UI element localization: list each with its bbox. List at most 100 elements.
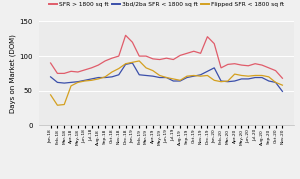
Line: Flipped SFR < 1800 sq ft: Flipped SFR < 1800 sq ft [51,61,282,105]
SFR > 1800 sq ft [233,63,236,65]
SFR > 1800 sq ft [165,57,168,59]
Flipped SFR < 1800 sq ft [206,74,209,77]
3bd/2ba SFR < 1800 sq ft [124,63,128,66]
3bd/2ba SFR < 1800 sq ft [69,81,73,83]
Flipped SFR < 1800 sq ft [172,78,175,80]
SFR > 1800 sq ft [267,67,271,69]
3bd/2ba SFR < 1800 sq ft [137,74,141,76]
3bd/2ba SFR < 1800 sq ft [267,80,271,82]
Flipped SFR < 1800 sq ft [226,80,230,82]
Flipped SFR < 1800 sq ft [253,74,257,77]
3bd/2ba SFR < 1800 sq ft [247,78,250,80]
SFR > 1800 sq ft [56,72,59,74]
Flipped SFR < 1800 sq ft [137,60,141,62]
SFR > 1800 sq ft [83,69,86,71]
3bd/2ba SFR < 1800 sq ft [62,82,66,84]
SFR > 1800 sq ft [172,59,175,61]
SFR > 1800 sq ft [69,70,73,72]
SFR > 1800 sq ft [192,50,196,52]
3bd/2ba SFR < 1800 sq ft [178,80,182,82]
3bd/2ba SFR < 1800 sq ft [240,78,243,80]
SFR > 1800 sq ft [212,43,216,45]
Flipped SFR < 1800 sq ft [151,70,155,72]
SFR > 1800 sq ft [76,71,80,73]
Flipped SFR < 1800 sq ft [144,67,148,69]
Flipped SFR < 1800 sq ft [97,78,100,80]
SFR > 1800 sq ft [117,55,121,57]
3bd/2ba SFR < 1800 sq ft [97,76,100,79]
3bd/2ba SFR < 1800 sq ft [90,78,93,80]
Flipped SFR < 1800 sq ft [199,75,202,77]
3bd/2ba SFR < 1800 sq ft [158,76,161,79]
3bd/2ba SFR < 1800 sq ft [274,81,278,83]
SFR > 1800 sq ft [62,72,66,74]
3bd/2ba SFR < 1800 sq ft [49,76,52,78]
Line: 3bd/2ba SFR < 1800 sq ft: 3bd/2ba SFR < 1800 sq ft [51,63,282,91]
Flipped SFR < 1800 sq ft [76,81,80,83]
Line: SFR > 1800 sq ft: SFR > 1800 sq ft [51,35,282,78]
SFR > 1800 sq ft [124,34,128,36]
Flipped SFR < 1800 sq ft [56,104,59,106]
3bd/2ba SFR < 1800 sq ft [233,80,236,82]
Flipped SFR < 1800 sq ft [267,76,271,78]
SFR > 1800 sq ft [219,67,223,69]
3bd/2ba SFR < 1800 sq ft [199,74,202,76]
3bd/2ba SFR < 1800 sq ft [253,76,257,79]
3bd/2ba SFR < 1800 sq ft [76,81,80,83]
SFR > 1800 sq ft [137,55,141,57]
Flipped SFR < 1800 sq ft [90,79,93,81]
Flipped SFR < 1800 sq ft [69,85,73,87]
Flipped SFR < 1800 sq ft [185,75,189,77]
3bd/2ba SFR < 1800 sq ft [144,74,148,77]
SFR > 1800 sq ft [103,60,107,62]
3bd/2ba SFR < 1800 sq ft [280,90,284,93]
Flipped SFR < 1800 sq ft [117,67,121,70]
3bd/2ba SFR < 1800 sq ft [103,76,107,79]
Flipped SFR < 1800 sq ft [247,75,250,77]
3bd/2ba SFR < 1800 sq ft [206,70,209,72]
Flipped SFR < 1800 sq ft [233,73,236,75]
Y-axis label: Days on Market (DOM): Days on Market (DOM) [10,34,16,113]
SFR > 1800 sq ft [253,63,257,65]
Flipped SFR < 1800 sq ft [83,80,86,82]
Flipped SFR < 1800 sq ft [192,74,196,77]
3bd/2ba SFR < 1800 sq ft [172,80,175,82]
Flipped SFR < 1800 sq ft [165,76,168,79]
SFR > 1800 sq ft [260,64,264,66]
SFR > 1800 sq ft [226,63,230,66]
Flipped SFR < 1800 sq ft [280,84,284,86]
SFR > 1800 sq ft [185,52,189,54]
Flipped SFR < 1800 sq ft [110,71,114,73]
Flipped SFR < 1800 sq ft [219,81,223,83]
3bd/2ba SFR < 1800 sq ft [130,62,134,64]
3bd/2ba SFR < 1800 sq ft [226,81,230,83]
3bd/2ba SFR < 1800 sq ft [212,67,216,69]
SFR > 1800 sq ft [130,41,134,43]
SFR > 1800 sq ft [151,58,155,60]
SFR > 1800 sq ft [178,54,182,56]
3bd/2ba SFR < 1800 sq ft [110,76,114,78]
3bd/2ba SFR < 1800 sq ft [192,75,196,77]
SFR > 1800 sq ft [247,65,250,67]
3bd/2ba SFR < 1800 sq ft [185,76,189,79]
Flipped SFR < 1800 sq ft [158,74,161,77]
SFR > 1800 sq ft [110,57,114,59]
SFR > 1800 sq ft [206,36,209,38]
Flipped SFR < 1800 sq ft [274,81,278,83]
Flipped SFR < 1800 sq ft [212,79,216,81]
Flipped SFR < 1800 sq ft [130,61,134,63]
Flipped SFR < 1800 sq ft [62,103,66,106]
SFR > 1800 sq ft [144,55,148,57]
SFR > 1800 sq ft [240,64,243,66]
3bd/2ba SFR < 1800 sq ft [56,81,59,83]
SFR > 1800 sq ft [274,70,278,72]
3bd/2ba SFR < 1800 sq ft [151,75,155,77]
3bd/2ba SFR < 1800 sq ft [260,76,264,79]
Flipped SFR < 1800 sq ft [124,63,128,65]
SFR > 1800 sq ft [49,62,52,64]
3bd/2ba SFR < 1800 sq ft [83,79,86,81]
Flipped SFR < 1800 sq ft [178,79,182,81]
Flipped SFR < 1800 sq ft [103,76,107,78]
Flipped SFR < 1800 sq ft [240,74,243,77]
3bd/2ba SFR < 1800 sq ft [117,74,121,76]
